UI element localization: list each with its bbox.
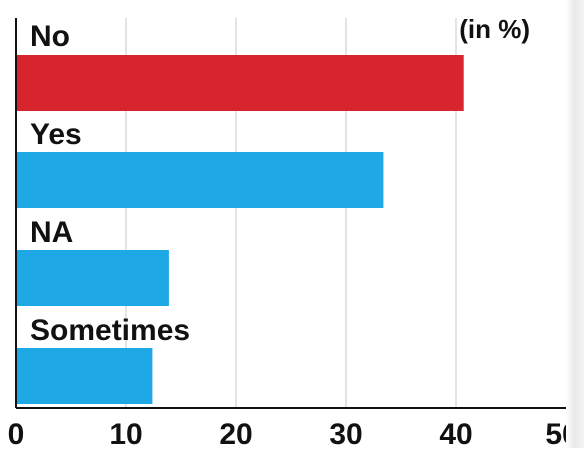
x-tick-label: 30 [329, 418, 362, 448]
category-label: No [30, 20, 70, 53]
x-tick-label: 10 [109, 418, 142, 448]
x-tick-label: 0 [8, 418, 25, 448]
bar-sometimes [17, 348, 153, 404]
category-label: Sometimes [30, 314, 190, 347]
category-label: NA [30, 216, 73, 249]
bar-na [17, 250, 169, 306]
bar-layer [17, 55, 464, 404]
photo-edge-shade [566, 0, 584, 448]
x-tick-label: 20 [219, 418, 252, 448]
bar-no [17, 55, 464, 111]
unit-note: (in %) [459, 14, 530, 44]
category-label: Yes [30, 118, 82, 151]
x-tick-label: 40 [439, 418, 472, 448]
x-tick-labels: 0 10 20 30 40 50 [8, 418, 579, 451]
bar-yes [17, 152, 384, 208]
label-layer: No Yes NA Sometimes [30, 20, 190, 347]
